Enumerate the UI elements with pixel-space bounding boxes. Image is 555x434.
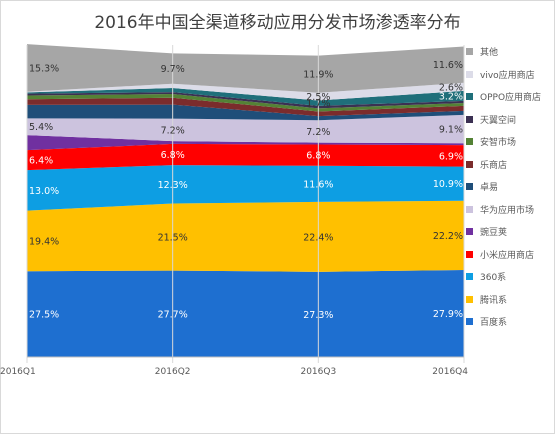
data-label: 22.4% [303, 232, 333, 243]
legend-label: 360系 [480, 273, 507, 283]
legend-swatch [466, 295, 473, 303]
legend-swatch [466, 70, 473, 78]
data-label: 2.5% [306, 92, 330, 103]
data-label: 27.5% [29, 310, 59, 321]
legend-label: vivo应用商店 [480, 70, 535, 81]
area-series-1 [27, 200, 464, 272]
data-label: 19.4% [29, 236, 59, 247]
data-label: 27.9% [433, 309, 463, 320]
area-series-12 [27, 44, 464, 93]
area-series-5 [27, 114, 464, 144]
legend-swatch [466, 273, 473, 280]
data-label: 6.4% [29, 156, 53, 167]
area-series-8 [27, 93, 464, 112]
data-label: 15.3% [29, 63, 59, 74]
data-label: 12.3% [158, 180, 188, 191]
legend-label: OPPO应用商店 [480, 93, 542, 103]
legend-item: 豌豆荚 [466, 225, 554, 248]
data-label: 7.2% [161, 125, 185, 136]
legend-swatch [466, 48, 473, 55]
legend-label: 安智市场 [480, 138, 517, 148]
legend-item: 百度系 [466, 315, 554, 338]
legend-label: 乐商店 [480, 160, 508, 171]
legend-item: 其他 [466, 45, 554, 68]
legend: 其他 vivo应用商店 OPPO应用商店 天翼空间安智市场乐商店卓易华为应用市场 豌豆荚… [466, 45, 554, 338]
area-series-7 [27, 97, 464, 117]
data-label: 2.6% [439, 82, 463, 93]
legend-swatch [466, 318, 473, 325]
legend-item: OPPO应用商店 [466, 90, 554, 113]
data-label: 9.1% [439, 125, 463, 136]
data-label: 11.6% [303, 179, 333, 190]
legend-swatch [466, 250, 473, 258]
area-series-10 [27, 88, 464, 106]
data-label: 5.4% [29, 122, 53, 133]
area-series-4 [27, 135, 464, 151]
legend-swatch [466, 138, 473, 145]
legend-item: 腾讯系 [466, 293, 554, 316]
area-series-0 [27, 269, 464, 357]
data-label: 22.2% [433, 231, 463, 242]
data-label: 1.7% [306, 99, 330, 110]
legend-label: 豌豆荚 [480, 228, 508, 238]
legend-label: 天翼空间 [480, 115, 517, 126]
data-label: 11.6% [433, 60, 463, 71]
data-label: 10.9% [433, 179, 463, 190]
data-label: 11.9% [303, 70, 333, 81]
data-label: 7.2% [306, 127, 330, 138]
data-label: 27.7% [158, 309, 188, 320]
legend-label: 小米应用商店 [480, 250, 535, 261]
x-tick-label: 2016Q3 [300, 367, 336, 377]
legend-item: 华为应用市场 [466, 203, 554, 226]
legend-label: 卓易 [480, 183, 499, 193]
area-series-9 [27, 92, 464, 109]
x-tick-label: 2016Q2 [155, 367, 191, 377]
legend-swatch [466, 93, 473, 100]
data-label: 9.7% [161, 64, 185, 75]
data-label: 13.0% [29, 186, 59, 197]
legend-label: 其他 [480, 48, 499, 58]
area-series-3 [27, 143, 464, 171]
x-tick-label: 2016Q1 [0, 367, 36, 377]
legend-item: 天翼空间 [466, 113, 554, 136]
legend-swatch [466, 228, 473, 235]
legend-label: 华为应用市场 [480, 205, 535, 216]
legend-swatch [466, 183, 473, 190]
x-tick-label: 2016Q4 [432, 367, 468, 377]
legend-swatch [466, 115, 473, 123]
legend-item: 小米应用商店 [466, 248, 554, 271]
legend-item: 卓易 [466, 180, 554, 203]
legend-item: 360系 [466, 270, 554, 293]
area-series-2 [27, 165, 464, 211]
legend-swatch [466, 160, 473, 168]
legend-item: 乐商店 [466, 158, 554, 181]
legend-swatch [466, 205, 473, 213]
data-label: 6.8% [161, 150, 185, 161]
legend-item: 安智市场 [466, 135, 554, 158]
data-label: 27.3% [303, 310, 333, 321]
data-label: 6.9% [439, 151, 463, 162]
area-series-6 [27, 104, 464, 121]
legend-label: 百度系 [480, 318, 508, 328]
data-label: 3.2% [439, 91, 463, 102]
data-label: 21.5% [158, 233, 188, 244]
legend-item: vivo应用商店 [466, 68, 554, 91]
data-label: 6.8% [306, 151, 330, 162]
chart-title: 2016年中国全渠道移动应用分发市场渗透率分布 [94, 13, 461, 33]
legend-label: 腾讯系 [480, 295, 508, 306]
area-series-11 [27, 82, 464, 101]
